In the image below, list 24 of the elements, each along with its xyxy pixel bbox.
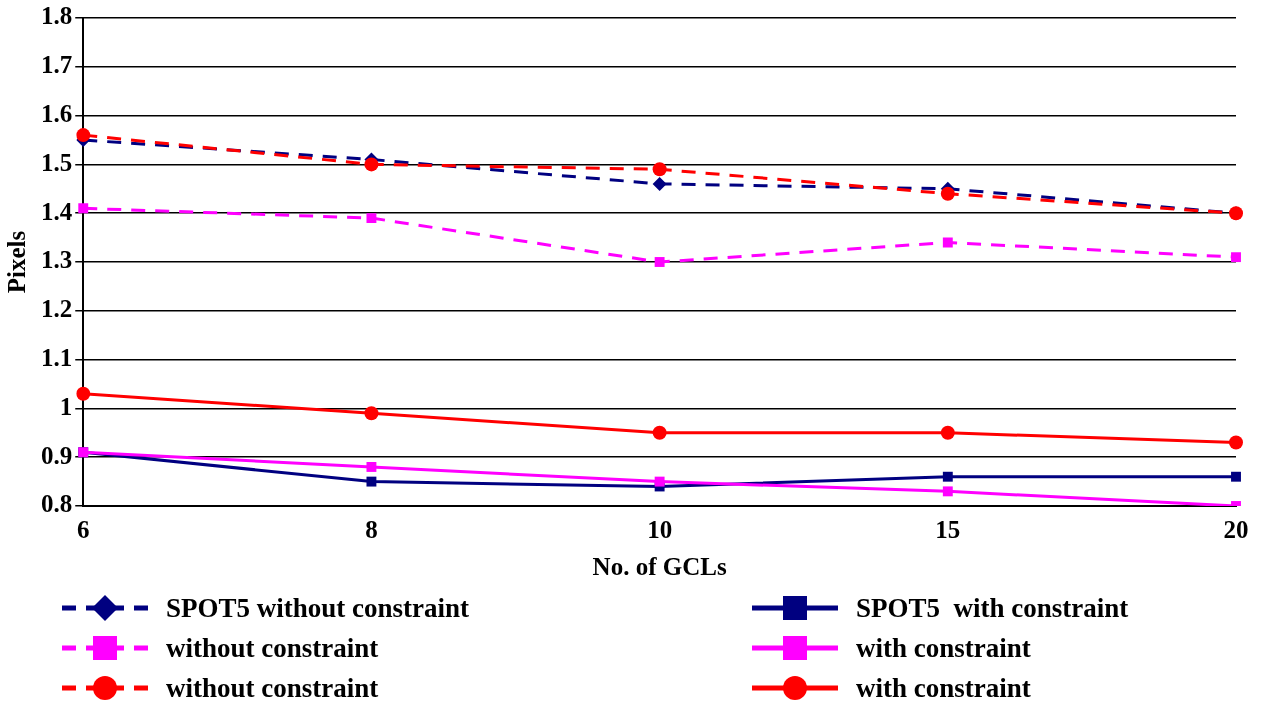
- legend-label: with constraint: [856, 672, 1031, 704]
- y-tick-label: 1.6: [41, 100, 73, 128]
- y-tick-label: 1.4: [41, 197, 73, 225]
- y-tick-label: 1.1: [41, 344, 73, 372]
- legend-label: SPOT5 with constraint: [856, 592, 1129, 624]
- x-tick-label: 10: [647, 516, 673, 544]
- y-tick-label: 0.8: [41, 490, 73, 518]
- y-tick-label: 1.3: [41, 246, 73, 274]
- y-tick-label: 1: [59, 392, 73, 420]
- legend-label: without constraint: [166, 632, 379, 664]
- x-tick-label: 6: [77, 516, 90, 544]
- legend-label: with constraint: [856, 632, 1031, 664]
- y-tick-label: 0.9: [41, 441, 73, 469]
- x-tick-label: 8: [365, 516, 378, 544]
- y-axis-title: Pixels: [3, 230, 31, 294]
- y-tick-label: 1.7: [41, 51, 73, 79]
- x-tick-label: 15: [935, 516, 961, 544]
- x-tick-label: 20: [1223, 516, 1249, 544]
- y-tick-label: 1.2: [41, 295, 73, 323]
- x-axis-title: No. of GCLs: [592, 553, 727, 581]
- y-tick-label: 1.5: [41, 148, 73, 176]
- legend-label: without constraint: [166, 672, 379, 704]
- y-tick-label: 1.8: [41, 2, 73, 30]
- legend-label: SPOT5 without constraint: [166, 592, 470, 624]
